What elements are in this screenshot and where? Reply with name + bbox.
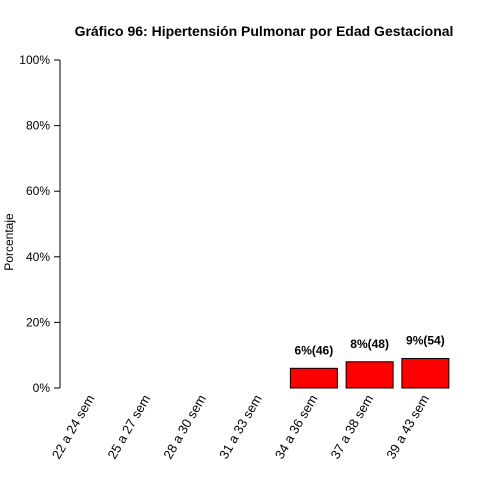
x-tick-label: 34 a 36 sem	[272, 392, 321, 461]
x-tick-label: 25 a 27 sem	[104, 392, 153, 461]
bar	[402, 358, 449, 388]
y-tick-label: 20%	[26, 315, 50, 329]
x-tick-label: 37 a 38 sem	[327, 392, 376, 461]
y-tick-label: 80%	[26, 119, 50, 133]
y-axis-label: Porcentaje	[2, 213, 16, 271]
data-label: 9%(54)	[406, 333, 445, 347]
x-tick-label: 39 a 43 sem	[383, 392, 432, 461]
x-tick-label: 31 a 33 sem	[216, 392, 265, 461]
x-tick-label: 22 a 24 sem	[49, 392, 98, 461]
bar	[290, 368, 337, 388]
x-tick-label: 28 a 30 sem	[160, 392, 209, 461]
bars	[290, 358, 449, 388]
y-tick-label: 60%	[26, 184, 50, 198]
y-tick-label: 40%	[26, 250, 50, 264]
y-tick-label: 0%	[33, 381, 51, 395]
bar	[346, 362, 393, 388]
x-tick-labels: 22 a 24 sem 25 a 27 sem 28 a 30 sem 31 a 33…	[49, 392, 432, 461]
y-ticks: 0% 20% 40% 60% 80% 100%	[19, 53, 60, 395]
chart-title: Gráfico 96: Hipertensión Pulmonar por Ed…	[75, 23, 454, 39]
data-label: 8%(48)	[350, 337, 389, 351]
data-labels: 6%(46) 8%(48) 9%(54)	[295, 333, 445, 357]
data-label: 6%(46)	[295, 343, 334, 357]
y-tick-label: 100%	[19, 53, 50, 67]
